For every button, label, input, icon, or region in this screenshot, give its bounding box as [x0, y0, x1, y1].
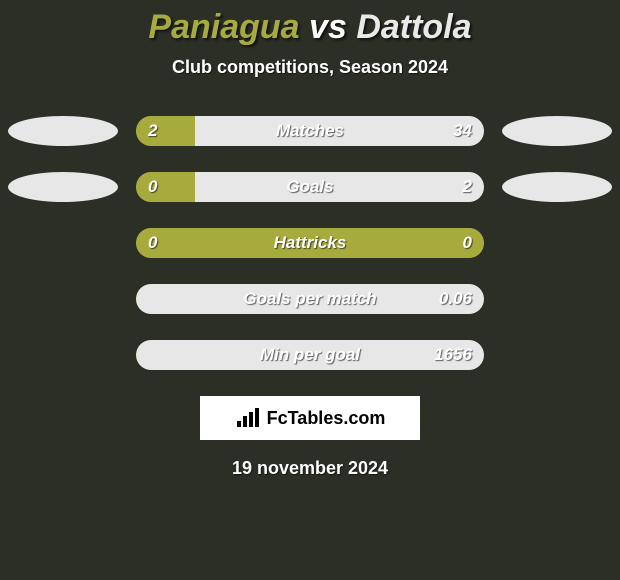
bar-segment-left: [136, 116, 195, 146]
stat-label: Goals: [286, 177, 333, 197]
stat-value-right: 1656: [434, 345, 472, 365]
stat-value-left: 0: [148, 233, 157, 253]
brand-text: FcTables.com: [267, 408, 386, 429]
subtitle: Club competitions, Season 2024: [0, 57, 620, 78]
page-title: Paniagua vs Dattola: [0, 8, 620, 47]
stat-rows: 2 Matches 34 0 Goals 2 0 Hattricks 0 Goals per ma…: [0, 116, 620, 370]
stat-label: Matches: [276, 121, 344, 141]
stat-bar: 0 Goals 2: [136, 172, 484, 202]
stat-row: 0 Hattricks 0: [0, 228, 620, 258]
stat-row: 2 Matches 34: [0, 116, 620, 146]
stat-value-left: 2: [148, 121, 157, 141]
stat-row: Min per goal 1656: [0, 340, 620, 370]
title-player2: Dattola: [356, 8, 471, 46]
stat-value-right: 0: [463, 233, 472, 253]
stat-row: 0 Goals 2: [0, 172, 620, 202]
stat-row: Goals per match 0.06: [0, 284, 620, 314]
date-text: 19 november 2024: [0, 458, 620, 479]
stat-value-right: 0.06: [439, 289, 472, 309]
stat-bar: 0 Hattricks 0: [136, 228, 484, 258]
stat-label: Hattricks: [274, 233, 347, 253]
bar-segment-left: [136, 172, 195, 202]
player2-badge: [502, 172, 612, 202]
stat-value-right: 34: [453, 121, 472, 141]
stat-value-right: 2: [463, 177, 472, 197]
stat-label: Min per goal: [260, 345, 360, 365]
stat-bar: Goals per match 0.06: [136, 284, 484, 314]
stat-label: Goals per match: [243, 289, 376, 309]
brand-badge: FcTables.com: [200, 396, 420, 440]
bar-chart-icon: [235, 407, 261, 429]
player2-badge: [502, 116, 612, 146]
stat-bar: Min per goal 1656: [136, 340, 484, 370]
player1-badge: [8, 172, 118, 202]
bar-segment-right: [195, 172, 484, 202]
stat-value-left: 0: [148, 177, 157, 197]
title-player1: Paniagua: [148, 8, 299, 46]
player1-badge: [8, 116, 118, 146]
title-vs: vs: [309, 8, 347, 46]
stat-bar: 2 Matches 34: [136, 116, 484, 146]
comparison-infographic: Paniagua vs Dattola Club competitions, S…: [0, 0, 620, 479]
